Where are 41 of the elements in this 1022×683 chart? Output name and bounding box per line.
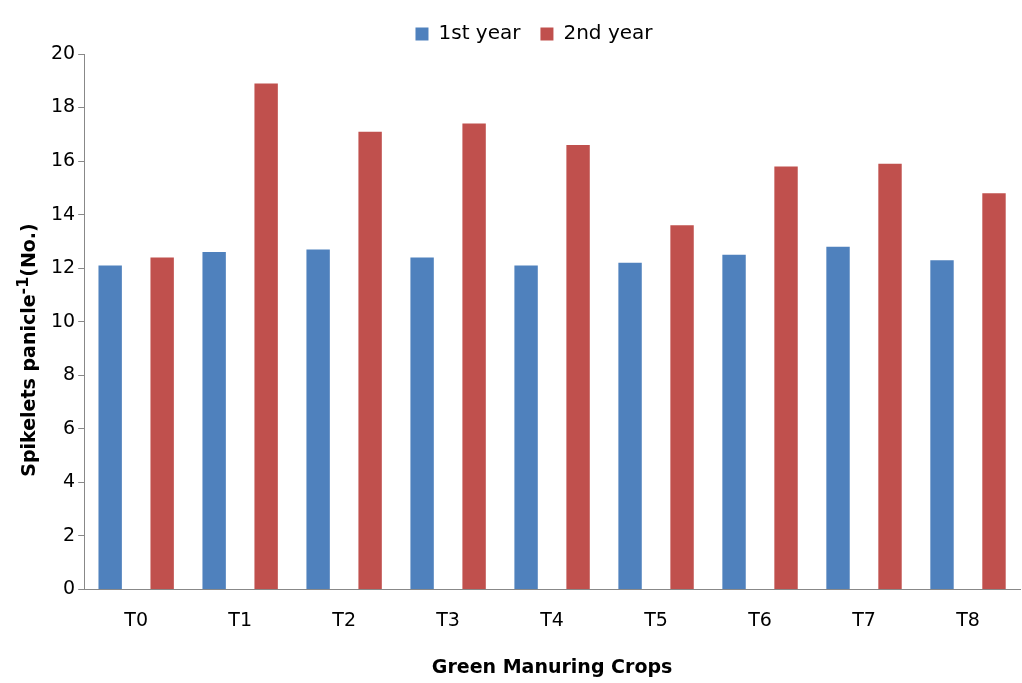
- x-tick-label: T4: [539, 607, 564, 630]
- legend-label: 1st year: [438, 20, 522, 45]
- x-tick-label: T1: [227, 607, 252, 630]
- y-tick-label: 12: [50, 255, 76, 278]
- x-axis-title: Green Manuring Crops: [431, 654, 673, 677]
- y-tick-label: 4: [63, 469, 76, 492]
- bar: [150, 257, 174, 589]
- y-tick-label: 20: [50, 40, 76, 63]
- x-tick-label: T5: [643, 607, 668, 630]
- bar: [618, 262, 642, 589]
- bar: [462, 123, 486, 589]
- x-tick-label: T2: [331, 607, 356, 630]
- x-tick-label: T8: [955, 607, 980, 630]
- x-tick-label: T3: [435, 607, 460, 630]
- bar: [566, 145, 590, 589]
- y-tick-label: 18: [50, 94, 76, 117]
- x-tick-label: T6: [747, 607, 772, 630]
- legend-label: 2nd year: [563, 20, 654, 45]
- bar: [254, 83, 278, 589]
- bar: [826, 246, 850, 589]
- y-tick-label: 8: [63, 362, 76, 385]
- bar: [202, 252, 226, 589]
- y-tick-label: 2: [63, 522, 76, 545]
- y-tick-label: 0: [63, 576, 76, 599]
- bar: [982, 193, 1006, 589]
- bar: [670, 225, 694, 589]
- bar: [878, 163, 902, 589]
- bar: [930, 260, 954, 589]
- y-tick-label: 6: [63, 415, 76, 438]
- bar: [306, 249, 330, 589]
- y-tick-label: 16: [50, 148, 76, 171]
- x-tick-label: T0: [123, 607, 149, 630]
- bar: [722, 254, 746, 589]
- y-tick-label: 14: [50, 201, 76, 224]
- bar: [410, 257, 434, 589]
- bar: [774, 166, 798, 589]
- bar: [514, 265, 538, 589]
- bar: [98, 265, 122, 589]
- bar: [358, 131, 382, 589]
- y-tick-label: 10: [50, 308, 76, 331]
- x-tick-label: T7: [851, 607, 876, 630]
